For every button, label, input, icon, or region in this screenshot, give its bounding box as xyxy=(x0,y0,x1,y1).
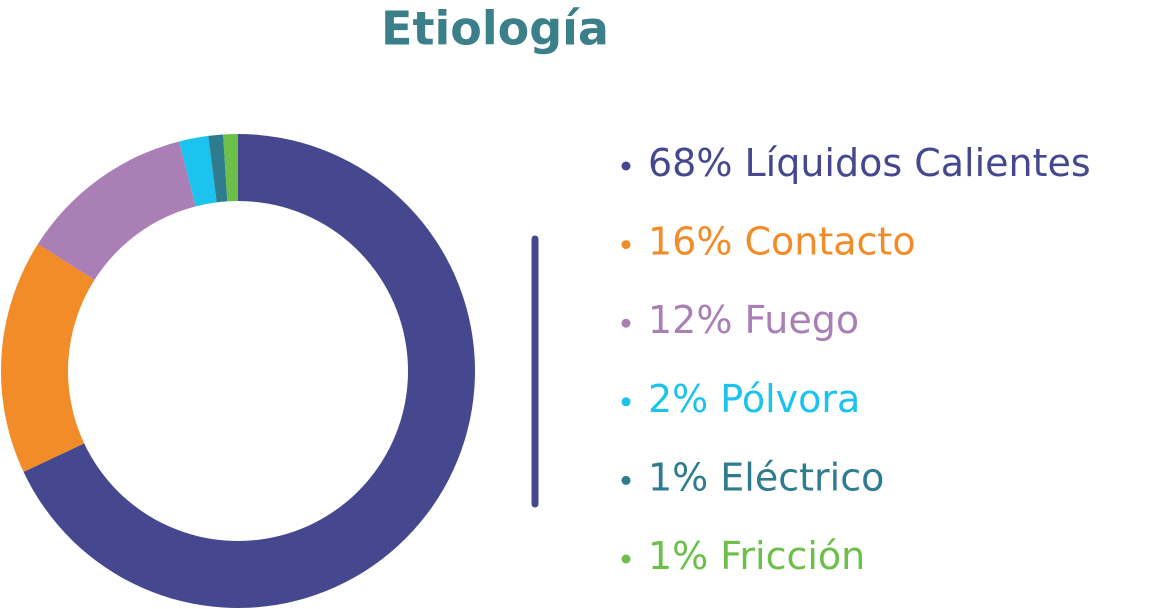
legend-bullet xyxy=(621,475,631,485)
legend-value: 1% xyxy=(648,534,708,578)
legend-entry: 16% Contacto xyxy=(648,219,916,263)
legend-value: 16% xyxy=(648,219,732,263)
legend-value: 2% xyxy=(648,376,708,420)
donut-slice xyxy=(208,134,228,203)
legend-entry: 1% Fricción xyxy=(648,534,865,578)
legend-label: Contacto xyxy=(744,219,915,263)
legend-label: Fuego xyxy=(744,298,859,342)
legend-bullet xyxy=(621,240,631,250)
legend-label: Eléctrico xyxy=(720,455,884,499)
legend-value: 68% xyxy=(648,141,732,185)
legend-value: 1% xyxy=(648,455,708,499)
legend-entry: 68% Líquidos Calientes xyxy=(648,141,1091,185)
legend-bullet xyxy=(621,554,631,564)
legend-bullet xyxy=(621,397,631,407)
donut-slice xyxy=(179,135,217,207)
legend-value: 12% xyxy=(648,298,732,342)
donut-slice xyxy=(0,244,95,472)
legend-label: Líquidos Calientes xyxy=(744,141,1090,185)
legend-bullet xyxy=(621,318,631,328)
legend-entry: 1% Eléctrico xyxy=(648,455,884,499)
legend-entry: 12% Fuego xyxy=(648,298,859,342)
chart-title: Etiología xyxy=(381,2,609,56)
legend-label: Fricción xyxy=(720,534,865,578)
legend-label: Pólvora xyxy=(720,376,860,420)
donut-slice xyxy=(37,141,196,280)
donut-slice xyxy=(223,134,238,202)
legend-entry: 2% Pólvora xyxy=(648,376,860,420)
legend-bullet xyxy=(621,161,631,171)
donut-slice xyxy=(23,134,475,608)
